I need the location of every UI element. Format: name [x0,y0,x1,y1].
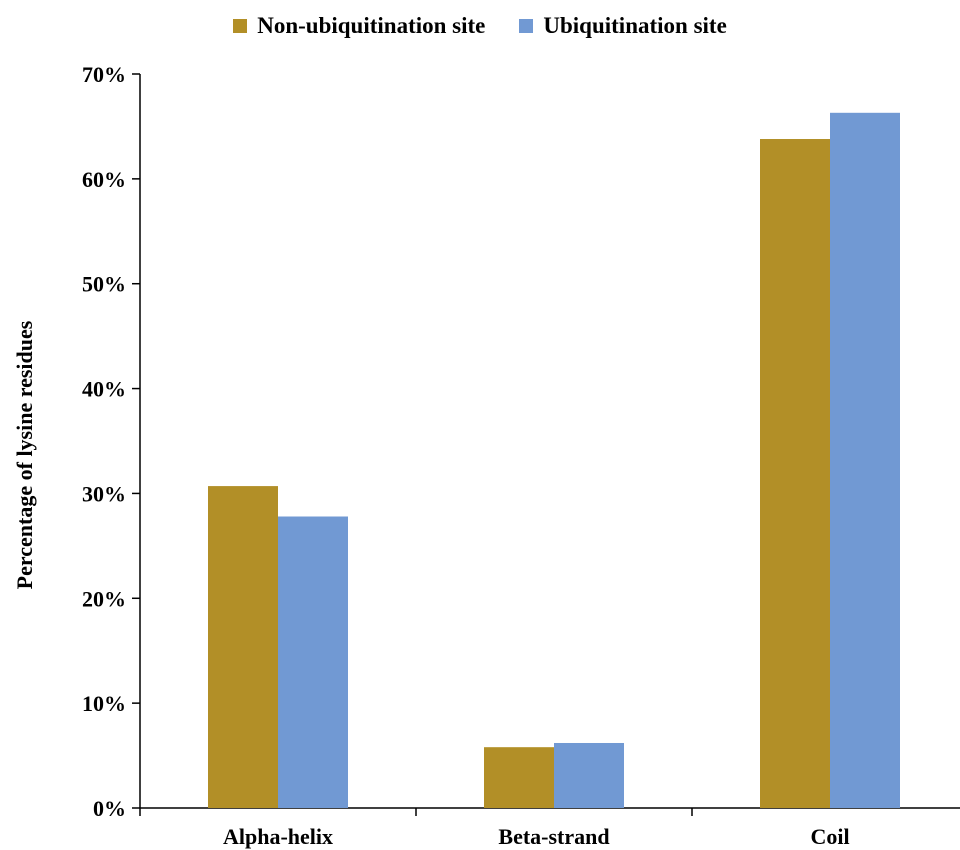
chart-legend: Non-ubiquitination site Ubiquitination s… [0,10,960,42]
legend-item-ubiquitination: Ubiquitination site [519,13,727,39]
y-tick-label: 0% [93,796,126,821]
y-axis: 0% 10% 20% 30% 40% 50% 60% 70% [82,62,141,821]
x-category-label: Beta-strand [498,824,609,849]
bar [554,742,624,808]
y-tick-label: 30% [82,481,126,506]
y-tick-label: 10% [82,691,126,716]
legend-item-non-ubiquitination: Non-ubiquitination site [233,13,485,39]
bar [208,486,278,808]
y-tick-label: 70% [82,62,126,87]
x-axis: Alpha-helix Beta-strand Coil [139,807,960,849]
bar [830,112,900,809]
y-tick-label: 50% [82,272,126,297]
bars [208,112,900,809]
bar [278,516,348,808]
y-tick-label: 40% [82,377,126,402]
legend-swatch-non-ubiquitination [233,19,248,33]
y-tick-label: 60% [82,167,126,192]
legend-label-ubiquitination: Ubiquitination site [543,13,727,38]
y-tick-label: 20% [82,586,126,611]
legend-swatch-ubiquitination [519,19,534,33]
x-category-label: Alpha-helix [223,824,333,849]
legend-label-non-ubiquitination: Non-ubiquitination site [257,13,486,38]
x-category-label: Coil [810,824,849,849]
y-axis-title: Percentage of lysine residues [12,320,37,589]
bar [484,747,554,808]
bar [760,139,830,809]
